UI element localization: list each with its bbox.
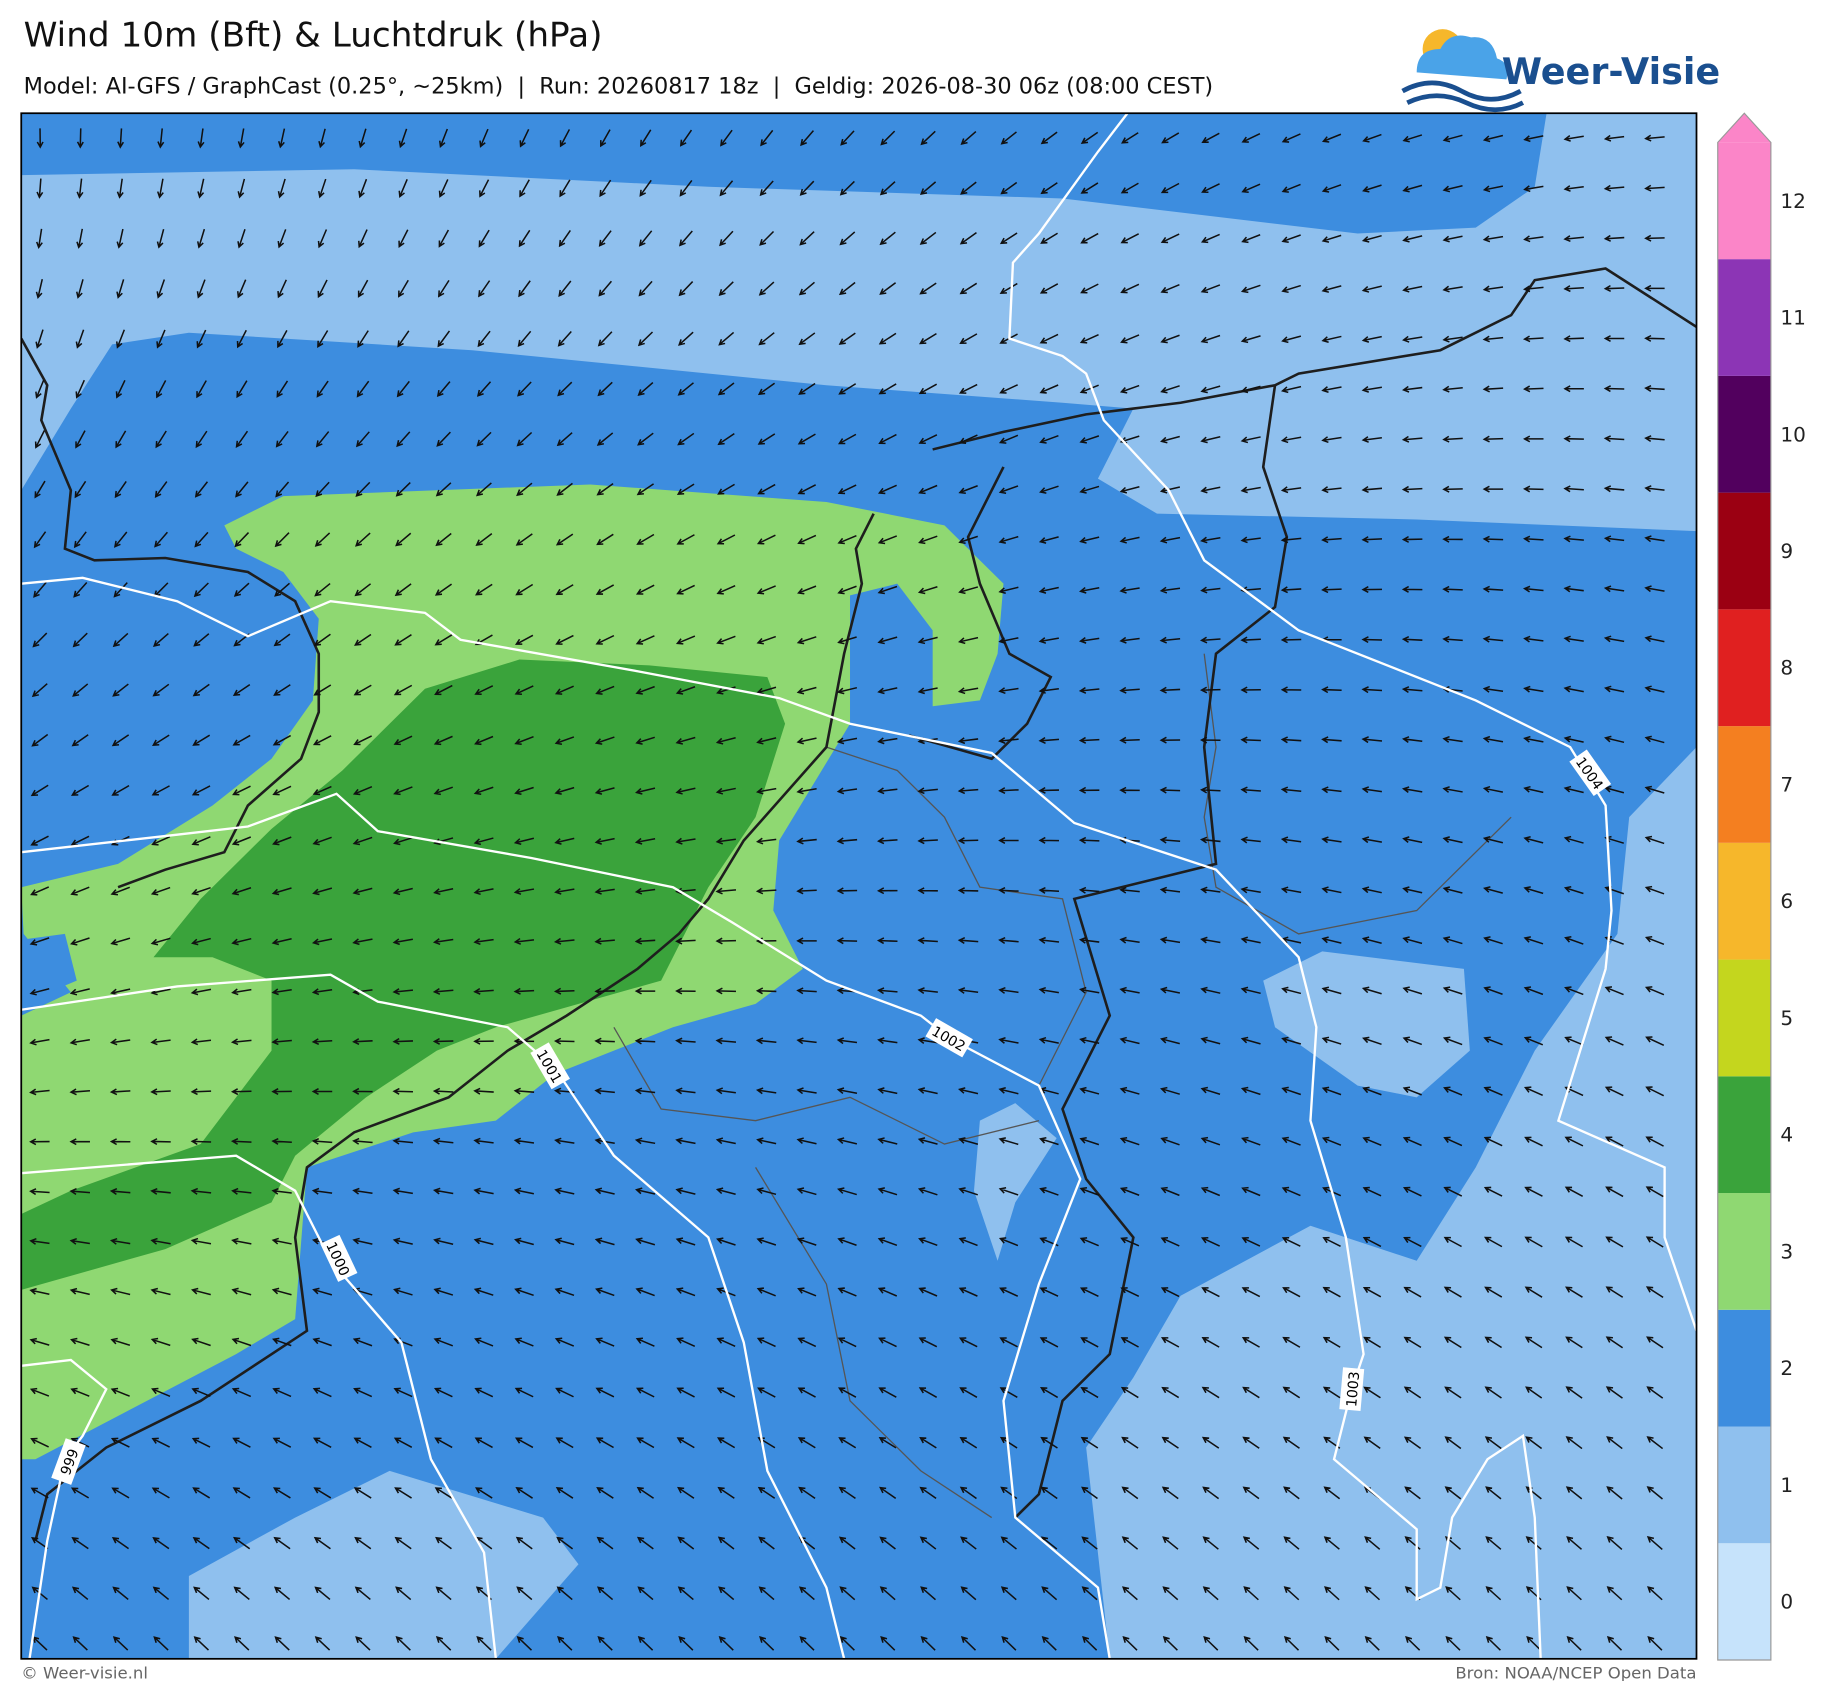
colorbar-label: 1 (1780, 1473, 1793, 1497)
colorbar-label: 7 (1780, 773, 1793, 797)
footer-credit: © Weer-visie.nl (21, 1664, 148, 1681)
colorbar-label: 9 (1780, 539, 1793, 563)
colorbar-label: 6 (1780, 889, 1793, 913)
isobar (1008, 113, 1697, 1332)
colorbar-swatch (1717, 492, 1771, 610)
wind-field-patch (21, 933, 77, 1004)
colorbar-swatch (1717, 1543, 1771, 1660)
isobar-label-box (51, 1438, 86, 1485)
isobar (21, 1358, 108, 1659)
colorbar-swatch (1717, 1076, 1771, 1194)
isobar-label-text: 1003 (1344, 1371, 1363, 1408)
wind-field-light (1086, 747, 1697, 1659)
isobar-label: 1003 (1339, 1367, 1365, 1412)
title: Wind 10m (Bft) & Luchtdruk (hPa) (24, 16, 603, 56)
colorbar-swatch (1717, 842, 1771, 960)
colorbar-swatch (1717, 726, 1771, 843)
coastline (34, 513, 875, 1542)
isobar-label-box (320, 1234, 358, 1282)
border (1203, 653, 1512, 935)
coastline (1014, 385, 1289, 1519)
isobar (21, 973, 846, 1659)
colorbar-label: 2 (1780, 1356, 1793, 1380)
colorbar-label: 4 (1780, 1123, 1793, 1147)
logo-text: Weer-Visie (1502, 50, 1721, 93)
wind-arrows (29, 128, 1665, 1651)
logo-cloud (1416, 35, 1508, 80)
colorbar-label: 5 (1780, 1006, 1793, 1030)
colorbar-swatch (1717, 1309, 1771, 1427)
colorbar-label: 0 (1780, 1590, 1793, 1614)
colorbar-label: 8 (1780, 656, 1793, 680)
colorbar-swatch (1717, 609, 1771, 727)
map-frame (20, 112, 1698, 1660)
colorbar-swatch (1717, 1193, 1771, 1310)
subtitle: Model: AI-GFS / GraphCast (0.25°, ~25km)… (24, 74, 1214, 100)
wind-field-band (21, 113, 1547, 234)
colorbar-swatch (1717, 259, 1771, 376)
isobar (21, 792, 1111, 1659)
coastline (908, 466, 1053, 761)
isobar-label-box (530, 1042, 570, 1090)
wind-field-light (973, 1103, 1057, 1261)
colorbar-label: 3 (1780, 1240, 1793, 1264)
logo-waves (1401, 80, 1525, 113)
isobar (21, 1154, 498, 1659)
wind-field-light (188, 1470, 579, 1659)
colorbar-outline (1717, 112, 1772, 1661)
isobar-label-box (925, 1018, 973, 1058)
border (755, 1167, 993, 1519)
colorbar-swatch (1717, 959, 1771, 1077)
colorbar-extension (1717, 113, 1771, 143)
colorbar-label: 12 (1780, 189, 1806, 213)
colorbar-swatch (1717, 1426, 1771, 1544)
colorbar-label: 10 (1780, 422, 1806, 446)
colorbar-swatch (1717, 142, 1771, 260)
logo: Weer-Visie (1401, 29, 1721, 113)
coastline (932, 267, 1697, 451)
colorbar-label: 11 (1780, 306, 1806, 330)
isobar (21, 576, 1542, 1659)
border (826, 746, 1087, 1086)
colorbar-swatch (1717, 375, 1771, 493)
isobar-label-box (1339, 1367, 1365, 1412)
isobar-label-box (1569, 749, 1612, 797)
footer-source: Bron: NOAA/NCEP Open Data (1455, 1664, 1696, 1681)
wind-field-dark-green (21, 659, 786, 1290)
wind-field-light (1263, 951, 1470, 1098)
